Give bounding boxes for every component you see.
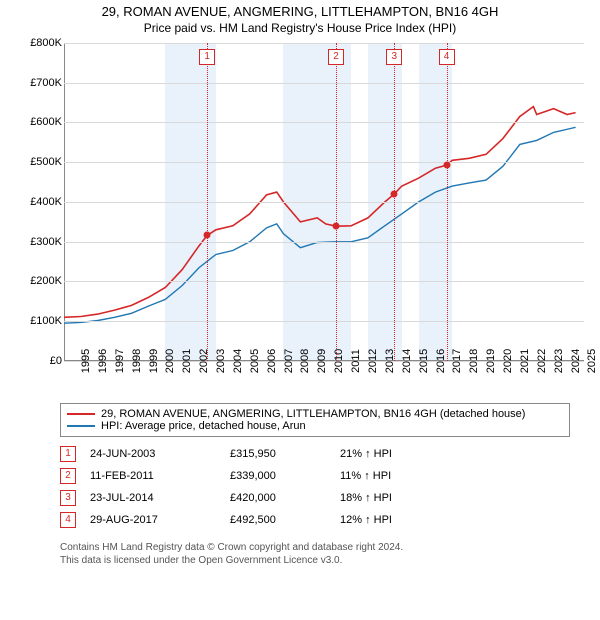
event-line	[447, 43, 448, 361]
series-property	[64, 106, 576, 317]
gridline-h	[64, 43, 584, 44]
chart: £0 £100K £200K £300K £400K £500K £600K £700K £80…	[20, 37, 590, 367]
y-tick-label: £600K	[30, 116, 64, 128]
transaction-pct: 12% ↑ HPI	[340, 514, 420, 526]
transaction-price: £492,500	[230, 514, 340, 526]
transactions-table: 1 24-JUN-2003£315,95021% ↑ HPI 2 11-FEB-201…	[60, 443, 570, 531]
legend-swatch	[67, 425, 95, 427]
transaction-row: 3 23-JUL-2014£420,00018% ↑ HPI	[60, 487, 570, 509]
event-dot	[204, 232, 211, 239]
legend-label: HPI: Average price, detached house, Arun	[101, 420, 306, 432]
gridline-h	[64, 83, 584, 84]
event-line	[336, 43, 337, 361]
transaction-row: 2 11-FEB-2011£339,00011% ↑ HPI	[60, 465, 570, 487]
footer-attribution: Contains HM Land Registry data © Crown c…	[60, 541, 570, 567]
transaction-price: £315,950	[230, 448, 340, 460]
legend-label: 29, ROMAN AVENUE, ANGMERING, LITTLEHAMPT…	[101, 408, 525, 420]
gridline-h	[64, 242, 584, 243]
y-tick-label: £200K	[30, 275, 64, 287]
transaction-row: 4 29-AUG-2017£492,50012% ↑ HPI	[60, 509, 570, 531]
page-title: 29, ROMAN AVENUE, ANGMERING, LITTLEHAMPT…	[0, 0, 600, 21]
event-marker: 2	[328, 49, 344, 65]
transaction-date: 11-FEB-2011	[90, 470, 230, 482]
event-marker: 4	[439, 49, 455, 65]
transaction-marker: 2	[60, 468, 76, 484]
y-tick-label: £500K	[30, 156, 64, 168]
gridline-h	[64, 202, 584, 203]
transaction-marker: 3	[60, 490, 76, 506]
event-dot	[332, 223, 339, 230]
series-hpi	[64, 127, 576, 323]
y-tick-label: £0	[50, 355, 64, 367]
event-marker: 3	[386, 49, 402, 65]
footer-line-2: This data is licensed under the Open Gov…	[60, 554, 570, 567]
transaction-pct: 11% ↑ HPI	[340, 470, 420, 482]
page-subtitle: Price paid vs. HM Land Registry's House …	[0, 21, 600, 37]
event-line	[207, 43, 208, 361]
event-dot	[391, 190, 398, 197]
y-tick-label: £700K	[30, 77, 64, 89]
transaction-marker: 1	[60, 446, 76, 462]
y-tick-label: £100K	[30, 315, 64, 327]
transaction-pct: 21% ↑ HPI	[340, 448, 420, 460]
gridline-h	[64, 162, 584, 163]
y-tick-label: £800K	[30, 37, 64, 49]
legend-row: HPI: Average price, detached house, Arun	[67, 420, 563, 432]
event-line	[394, 43, 395, 361]
transaction-date: 29-AUG-2017	[90, 514, 230, 526]
transaction-price: £420,000	[230, 492, 340, 504]
footer-line-1: Contains HM Land Registry data © Crown c…	[60, 541, 570, 554]
transaction-date: 24-JUN-2003	[90, 448, 230, 460]
transaction-date: 23-JUL-2014	[90, 492, 230, 504]
x-tick-label: 2025	[570, 349, 598, 373]
plot-area: £0£100K£200K£300K£400K£500K£600K£700K£80…	[64, 43, 584, 361]
transaction-pct: 18% ↑ HPI	[340, 492, 420, 504]
event-marker: 1	[199, 49, 215, 65]
legend-swatch	[67, 413, 95, 415]
gridline-h	[64, 281, 584, 282]
event-dot	[443, 162, 450, 169]
transaction-marker: 4	[60, 512, 76, 528]
legend-row: 29, ROMAN AVENUE, ANGMERING, LITTLEHAMPT…	[67, 408, 563, 420]
transaction-price: £339,000	[230, 470, 340, 482]
gridline-h	[64, 321, 584, 322]
y-tick-label: £300K	[30, 236, 64, 248]
legend: 29, ROMAN AVENUE, ANGMERING, LITTLEHAMPT…	[60, 403, 570, 437]
gridline-h	[64, 122, 584, 123]
y-tick-label: £400K	[30, 196, 64, 208]
transaction-row: 1 24-JUN-2003£315,95021% ↑ HPI	[60, 443, 570, 465]
